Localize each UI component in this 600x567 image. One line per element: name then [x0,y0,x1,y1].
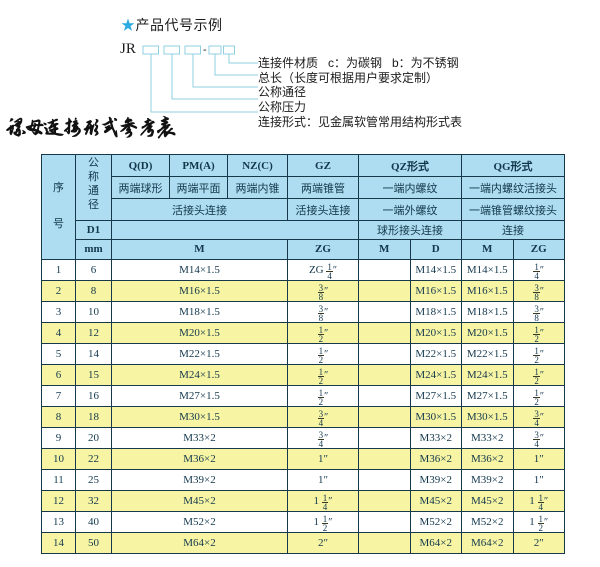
svg-text:-: - [203,44,207,56]
